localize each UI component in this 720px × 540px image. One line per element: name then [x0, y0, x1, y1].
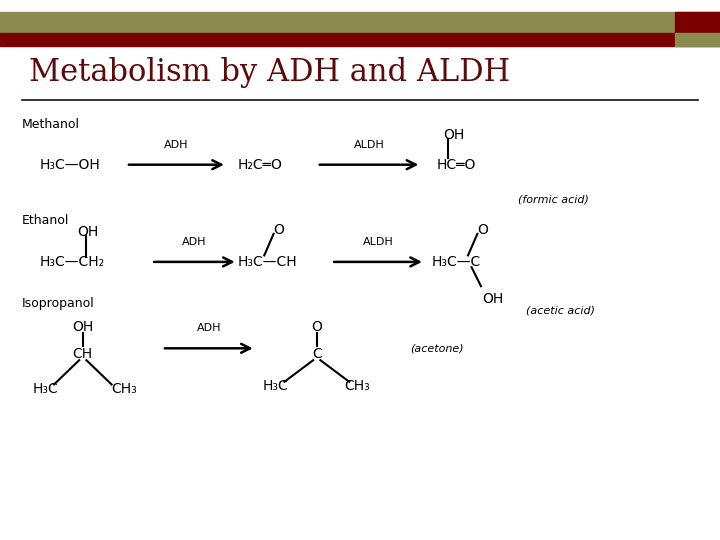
Text: CH₃: CH₃	[344, 379, 370, 393]
Text: Metabolism by ADH and ALDH: Metabolism by ADH and ALDH	[29, 57, 510, 87]
Text: H₃C—C: H₃C—C	[432, 255, 481, 269]
Text: ADH: ADH	[182, 237, 207, 247]
Text: H₃C—CH: H₃C—CH	[238, 255, 297, 269]
Text: H₃C: H₃C	[32, 382, 58, 396]
Text: O: O	[477, 222, 488, 237]
Text: H₂C═O: H₂C═O	[238, 158, 282, 172]
Text: Ethanol: Ethanol	[22, 214, 69, 227]
Text: OH: OH	[77, 225, 99, 239]
Text: ADH: ADH	[197, 323, 221, 333]
Text: C: C	[312, 347, 322, 361]
Text: ALDH: ALDH	[354, 139, 384, 150]
Text: H₃C—OH: H₃C—OH	[40, 158, 100, 172]
Text: O: O	[311, 320, 323, 334]
Text: Methanol: Methanol	[22, 118, 80, 131]
Text: OH: OH	[443, 128, 464, 142]
Text: Isopropanol: Isopropanol	[22, 298, 94, 310]
Text: (formic acid): (formic acid)	[518, 195, 589, 205]
Text: O: O	[273, 222, 284, 237]
Text: CH₃: CH₃	[112, 382, 138, 396]
Text: OH: OH	[482, 292, 504, 306]
Text: OH: OH	[72, 320, 94, 334]
Text: (acetone): (acetone)	[410, 343, 464, 353]
Text: (acetic acid): (acetic acid)	[526, 306, 595, 315]
Text: HC═O: HC═O	[437, 158, 477, 172]
Text: H₃C—CH₂: H₃C—CH₂	[40, 255, 104, 269]
Text: CH: CH	[73, 347, 93, 361]
Text: H₃C: H₃C	[263, 379, 289, 393]
Text: ADH: ADH	[164, 139, 189, 150]
Text: ALDH: ALDH	[363, 237, 393, 247]
